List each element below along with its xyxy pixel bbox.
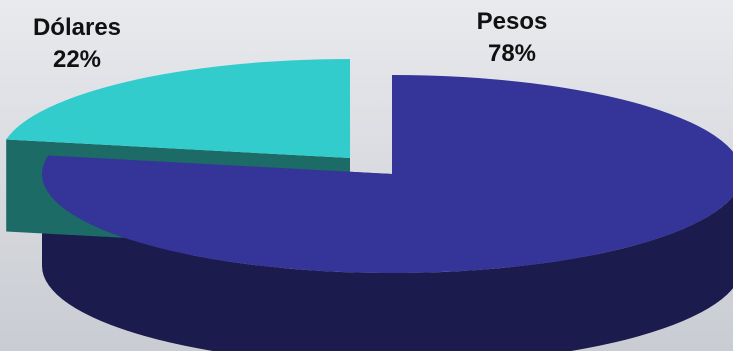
label-pesos-value: 78% [487, 40, 537, 67]
label-pesos: Pesos 78% [442, 6, 582, 70]
slice-pesos [42, 75, 733, 273]
label-dolares-value: 22% [52, 46, 102, 73]
pie-top-layer [6, 59, 733, 273]
label-pesos-name: Pesos [476, 8, 548, 35]
label-dolares: Dólares 22% [2, 12, 152, 76]
label-dolares-name: Dólares [32, 14, 122, 41]
slice-pesos-outer-wall [42, 174, 733, 351]
slice-dlares [6, 59, 350, 158]
